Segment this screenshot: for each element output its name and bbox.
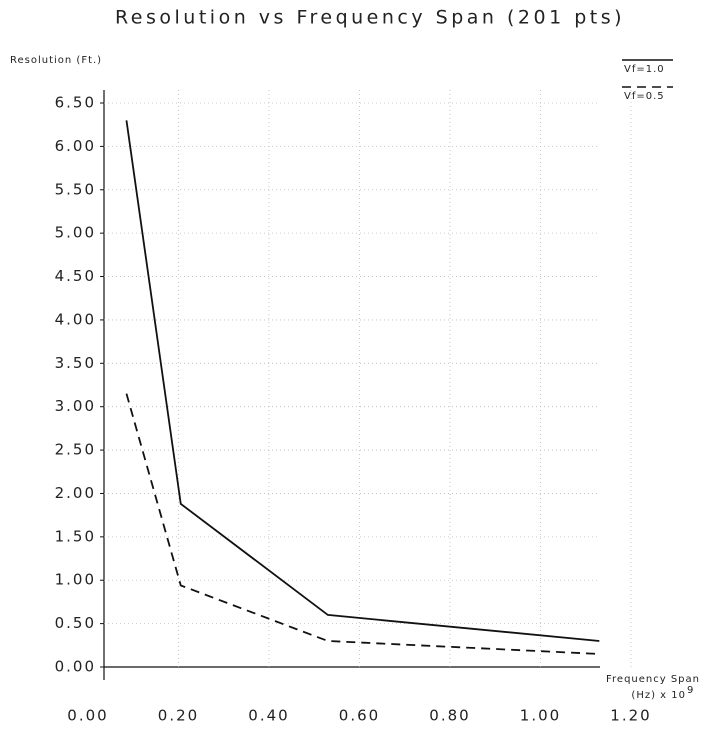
x-tick-label: 1.20 — [610, 707, 651, 725]
x-tick-label: 0.80 — [429, 707, 470, 725]
y-tick-label: 6.00 — [55, 137, 96, 155]
y-tick-label: 0.50 — [55, 614, 96, 632]
legend-label: Vf=1.0 — [624, 64, 665, 75]
y-tick-label: 2.00 — [55, 484, 96, 502]
y-tick-label: 1.50 — [55, 527, 96, 545]
y-tick-label: 3.50 — [55, 354, 96, 372]
x-tick-label: 0.40 — [248, 707, 289, 725]
series-line — [125, 120, 600, 642]
x-tick-label: 0.20 — [158, 707, 199, 725]
legend-label: Vf=0.5 — [624, 91, 665, 102]
y-tick-label: 4.50 — [55, 267, 96, 285]
series-line — [125, 393, 600, 655]
x-axis-unit-exponent: 9 — [687, 685, 694, 696]
y-tick-label: 4.00 — [55, 310, 96, 328]
x-tick-label: 0.60 — [339, 707, 380, 725]
y-tick-label: 6.50 — [55, 94, 96, 112]
y-tick-label: 1.00 — [55, 571, 96, 589]
y-tick-label: 3.00 — [55, 397, 96, 415]
y-tick-label: 0.00 — [55, 658, 96, 676]
x-axis-title: Frequency Span — [606, 674, 700, 685]
y-tick-label: 2.50 — [55, 441, 96, 459]
y-tick-label: 5.50 — [55, 180, 96, 198]
y-axis-title: Resolution (Ft.) — [10, 55, 102, 66]
x-tick-label: 0.00 — [67, 707, 108, 725]
x-axis-unit: (Hz) x 10 — [631, 690, 686, 701]
y-tick-label: 5.00 — [55, 224, 96, 242]
x-tick-label: 1.00 — [520, 707, 561, 725]
chart-title: Resolution vs Frequency Span (201 pts) — [115, 7, 625, 29]
